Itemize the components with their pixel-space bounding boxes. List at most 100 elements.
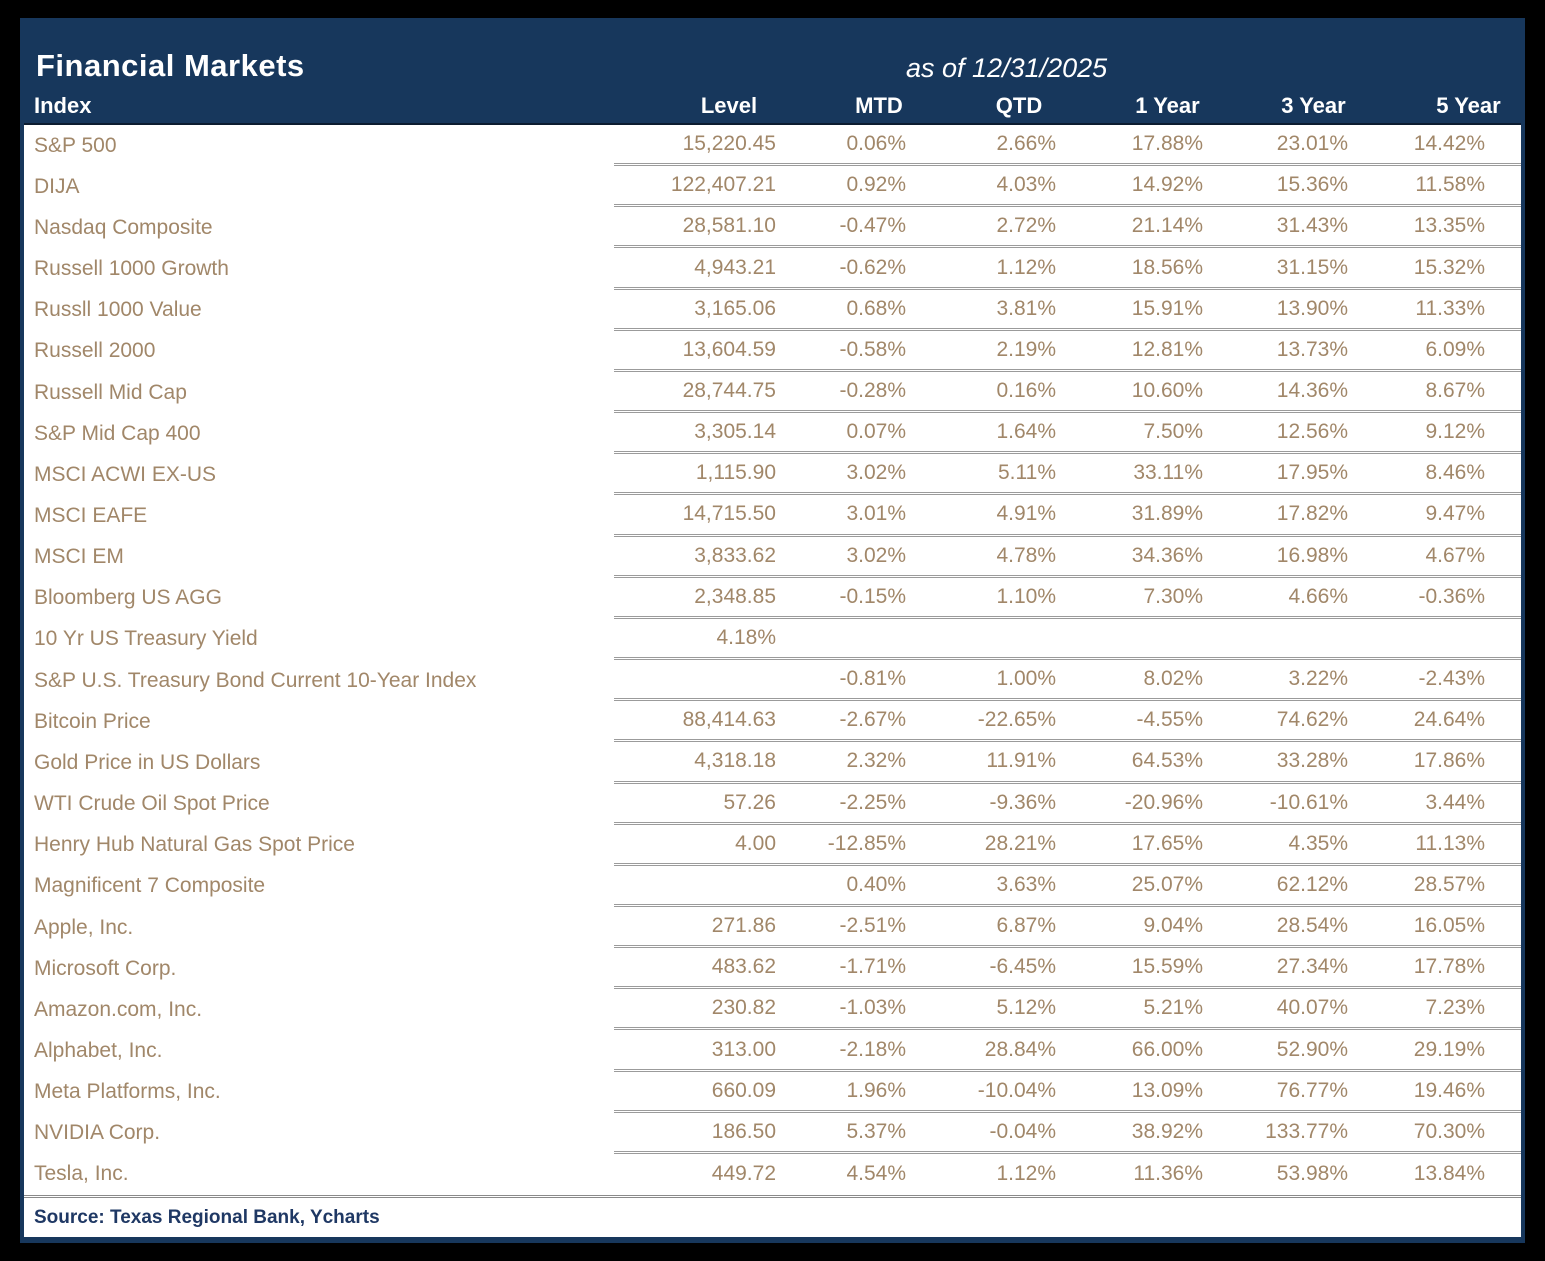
mtd-cell: 3.02% — [846, 461, 906, 485]
column-header-3-year: 3 Year — [1281, 92, 1346, 118]
index-name-cell: Russell 2000 — [34, 339, 156, 363]
one-year-cell: 8.02% — [1143, 667, 1203, 691]
mtd-cell: 0.06% — [846, 132, 906, 156]
level-cell: 88,414.63 — [682, 708, 776, 732]
level-cell: 271.86 — [711, 914, 776, 938]
one-year-cell: 12.81% — [1131, 337, 1203, 361]
table-row: NVIDIA Corp. 186.50 5.37% -0.04% 38.92% … — [24, 1113, 1521, 1154]
column-header-qtd: QTD — [995, 92, 1043, 118]
row-values: 14,715.50 3.01% 4.91% 31.89% 17.82% 9.47… — [614, 495, 1521, 537]
five-year-cell: 6.09% — [1425, 337, 1485, 361]
index-name-cell: S&P U.S. Treasury Bond Current 10-Year I… — [34, 668, 477, 692]
three-year-cell: 13.73% — [1276, 337, 1348, 361]
mtd-cell: 3.01% — [846, 502, 906, 526]
three-year-cell: 28.54% — [1276, 914, 1348, 938]
level-cell: 28,581.10 — [682, 214, 776, 238]
row-values: 0.40% 3.63% 25.07% 62.12% 28.57% — [614, 866, 1521, 907]
row-values: 28,744.75 -0.28% 0.16% 10.60% 14.36% 8.6… — [614, 372, 1521, 414]
index-name-cell: S&P 500 — [34, 133, 117, 157]
qtd-cell: 2.66% — [996, 132, 1056, 156]
index-name-cell: Meta Platforms, Inc. — [34, 1080, 221, 1104]
index-name-cell: Tesla, Inc. — [34, 1162, 129, 1186]
one-year-cell: 21.14% — [1131, 214, 1203, 238]
five-year-cell: 16.05% — [1413, 914, 1485, 938]
qtd-cell — [914, 619, 1064, 657]
row-values: 28,581.10 -0.47% 2.72% 21.14% 31.43% 13.… — [614, 207, 1521, 249]
one-year-cell: 11.36% — [1133, 1162, 1203, 1186]
table-row: S&P 500 15,220.45 0.06% 2.66% 17.88% 23.… — [24, 125, 1521, 167]
qtd-cell: -0.04% — [989, 1119, 1056, 1143]
qtd-cell: -10.04% — [977, 1078, 1056, 1102]
one-year-cell: 7.50% — [1143, 420, 1203, 444]
row-values: 3,833.62 3.02% 4.78% 34.36% 16.98% 4.67% — [614, 537, 1521, 578]
column-header-row: Index Level MTD QTD 1 Year 3 Year 5 Year — [24, 88, 1521, 125]
one-year-cell: 17.65% — [1131, 831, 1203, 855]
level-cell: 313.00 — [711, 1037, 776, 1061]
level-cell — [614, 660, 784, 698]
index-name-cell: DIJA — [34, 174, 80, 198]
qtd-cell: 3.63% — [996, 872, 1056, 896]
three-year-cell: 52.90% — [1276, 1037, 1348, 1061]
three-year-cell: 17.95% — [1276, 461, 1348, 485]
index-name-cell: NVIDIA Corp. — [34, 1121, 161, 1145]
mtd-cell: -2.67% — [839, 708, 906, 732]
qtd-cell: 0.16% — [996, 379, 1056, 403]
level-cell: 186.50 — [711, 1119, 776, 1143]
index-name-cell: Nasdaq Composite — [34, 215, 213, 239]
index-name-cell: Gold Price in US Dollars — [34, 750, 261, 774]
column-header-1-year: 1 Year — [1135, 92, 1200, 118]
mtd-cell: -1.03% — [839, 996, 906, 1020]
index-name-cell: Russell 1000 Growth — [34, 257, 229, 281]
three-year-cell: 76.77% — [1276, 1078, 1348, 1102]
level-cell: 4.18% — [716, 625, 776, 649]
five-year-cell: 13.35% — [1413, 214, 1485, 238]
index-name-cell: WTI Crude Oil Spot Price — [34, 792, 270, 816]
level-cell: 14,715.50 — [682, 502, 776, 526]
qtd-cell: 28.21% — [984, 831, 1056, 855]
qtd-cell: 5.12% — [996, 996, 1056, 1020]
three-year-cell: 17.82% — [1276, 502, 1348, 526]
three-year-cell: 33.28% — [1276, 749, 1348, 773]
row-values: 4,943.21 -0.62% 1.12% 18.56% 31.15% 15.3… — [614, 248, 1521, 290]
three-year-cell: -10.61% — [1269, 790, 1348, 814]
table-row: Russell 1000 Growth 4,943.21 -0.62% 1.12… — [24, 248, 1521, 290]
five-year-cell: 3.44% — [1425, 790, 1485, 814]
mtd-cell: 4.54% — [846, 1162, 906, 1186]
five-year-cell: -2.43% — [1418, 667, 1485, 691]
mtd-cell: 0.40% — [846, 872, 906, 896]
table-row: Henry Hub Natural Gas Spot Price 4.00 -1… — [24, 825, 1521, 866]
three-year-cell: 12.56% — [1276, 420, 1348, 444]
row-values: 2,348.85 -0.15% 1.10% 7.30% 4.66% -0.36% — [614, 578, 1521, 619]
mtd-cell: -0.47% — [839, 214, 906, 238]
three-year-cell: 15.36% — [1276, 173, 1348, 197]
table-row: Meta Platforms, Inc. 660.09 1.96% -10.04… — [24, 1072, 1521, 1113]
index-name-cell: Amazon.com, Inc. — [34, 997, 203, 1021]
index-name-cell: Microsoft Corp. — [34, 956, 177, 980]
qtd-cell: 1.12% — [996, 1162, 1056, 1186]
mtd-cell: -0.15% — [839, 584, 906, 608]
level-cell — [614, 866, 784, 904]
qtd-cell: 6.87% — [996, 914, 1056, 938]
one-year-cell: 33.11% — [1133, 461, 1203, 485]
qtd-cell: 5.11% — [998, 461, 1056, 485]
row-values: 57.26 -2.25% -9.36% -20.96% -10.61% 3.44… — [614, 784, 1521, 825]
three-year-cell: 16.98% — [1276, 543, 1348, 567]
five-year-cell: 7.23% — [1425, 996, 1485, 1020]
three-year-cell: 40.07% — [1276, 996, 1348, 1020]
mtd-cell: -2.18% — [839, 1037, 906, 1061]
row-values: 3,165.06 0.68% 3.81% 15.91% 13.90% 11.33… — [614, 290, 1521, 331]
qtd-cell: 4.91% — [996, 502, 1056, 526]
one-year-cell: 14.92% — [1131, 173, 1203, 197]
column-header-level: Level — [700, 92, 758, 118]
mtd-cell: 2.32% — [846, 749, 906, 773]
table-row: Amazon.com, Inc. 230.82 -1.03% 5.12% 5.2… — [24, 989, 1521, 1031]
qtd-cell: 1.64% — [996, 420, 1056, 444]
five-year-cell: 70.30% — [1413, 1119, 1485, 1143]
five-year-cell: 19.46% — [1413, 1078, 1485, 1102]
row-values: 15,220.45 0.06% 2.66% 17.88% 23.01% 14.4… — [614, 125, 1521, 167]
table-row: Alphabet, Inc. 313.00 -2.18% 28.84% 66.0… — [24, 1030, 1521, 1072]
table-row: Microsoft Corp. 483.62 -1.71% -6.45% 15.… — [24, 948, 1521, 990]
five-year-cell: 9.12% — [1425, 420, 1485, 444]
qtd-cell: -9.36% — [989, 790, 1056, 814]
